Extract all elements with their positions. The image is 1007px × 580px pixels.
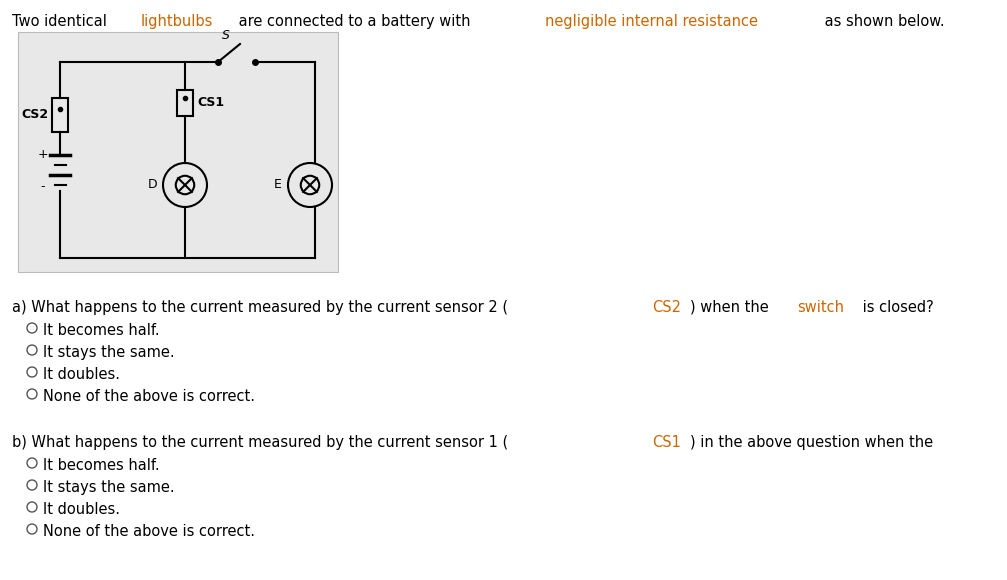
- Text: b) What happens to the current measured by the current sensor 1 (: b) What happens to the current measured …: [12, 435, 509, 450]
- Text: None of the above is correct.: None of the above is correct.: [43, 524, 255, 539]
- Text: is closed?: is closed?: [858, 300, 933, 315]
- Text: It stays the same.: It stays the same.: [43, 480, 174, 495]
- Text: are connected to a battery with: are connected to a battery with: [234, 14, 475, 29]
- Text: D: D: [147, 179, 157, 191]
- Text: E: E: [274, 179, 282, 191]
- Text: It doubles.: It doubles.: [43, 502, 120, 517]
- Text: Two identical: Two identical: [12, 14, 112, 29]
- Text: ) when the: ) when the: [690, 300, 773, 315]
- Text: CS1: CS1: [653, 435, 681, 450]
- Text: CS1: CS1: [197, 96, 225, 110]
- Text: -: -: [40, 180, 45, 194]
- Text: +: +: [37, 148, 48, 161]
- Text: a) What happens to the current measured by the current sensor 2 (: a) What happens to the current measured …: [12, 300, 509, 315]
- Text: CS2: CS2: [21, 108, 48, 121]
- Text: as shown below.: as shown below.: [820, 14, 945, 29]
- Bar: [177, 90, 193, 116]
- Text: None of the above is correct.: None of the above is correct.: [43, 389, 255, 404]
- Bar: [52, 98, 68, 132]
- Text: It doubles.: It doubles.: [43, 367, 120, 382]
- Bar: [18, 32, 338, 272]
- Text: It stays the same.: It stays the same.: [43, 345, 174, 360]
- Text: It becomes half.: It becomes half.: [43, 323, 160, 338]
- Text: ) in the above question when the: ) in the above question when the: [690, 435, 938, 450]
- Text: It becomes half.: It becomes half.: [43, 458, 160, 473]
- Text: switch: switch: [798, 300, 844, 315]
- Text: lightbulbs: lightbulbs: [140, 14, 212, 29]
- Text: S: S: [223, 29, 230, 42]
- Text: negligible internal resistance: negligible internal resistance: [545, 14, 758, 29]
- Text: CS2: CS2: [653, 300, 681, 315]
